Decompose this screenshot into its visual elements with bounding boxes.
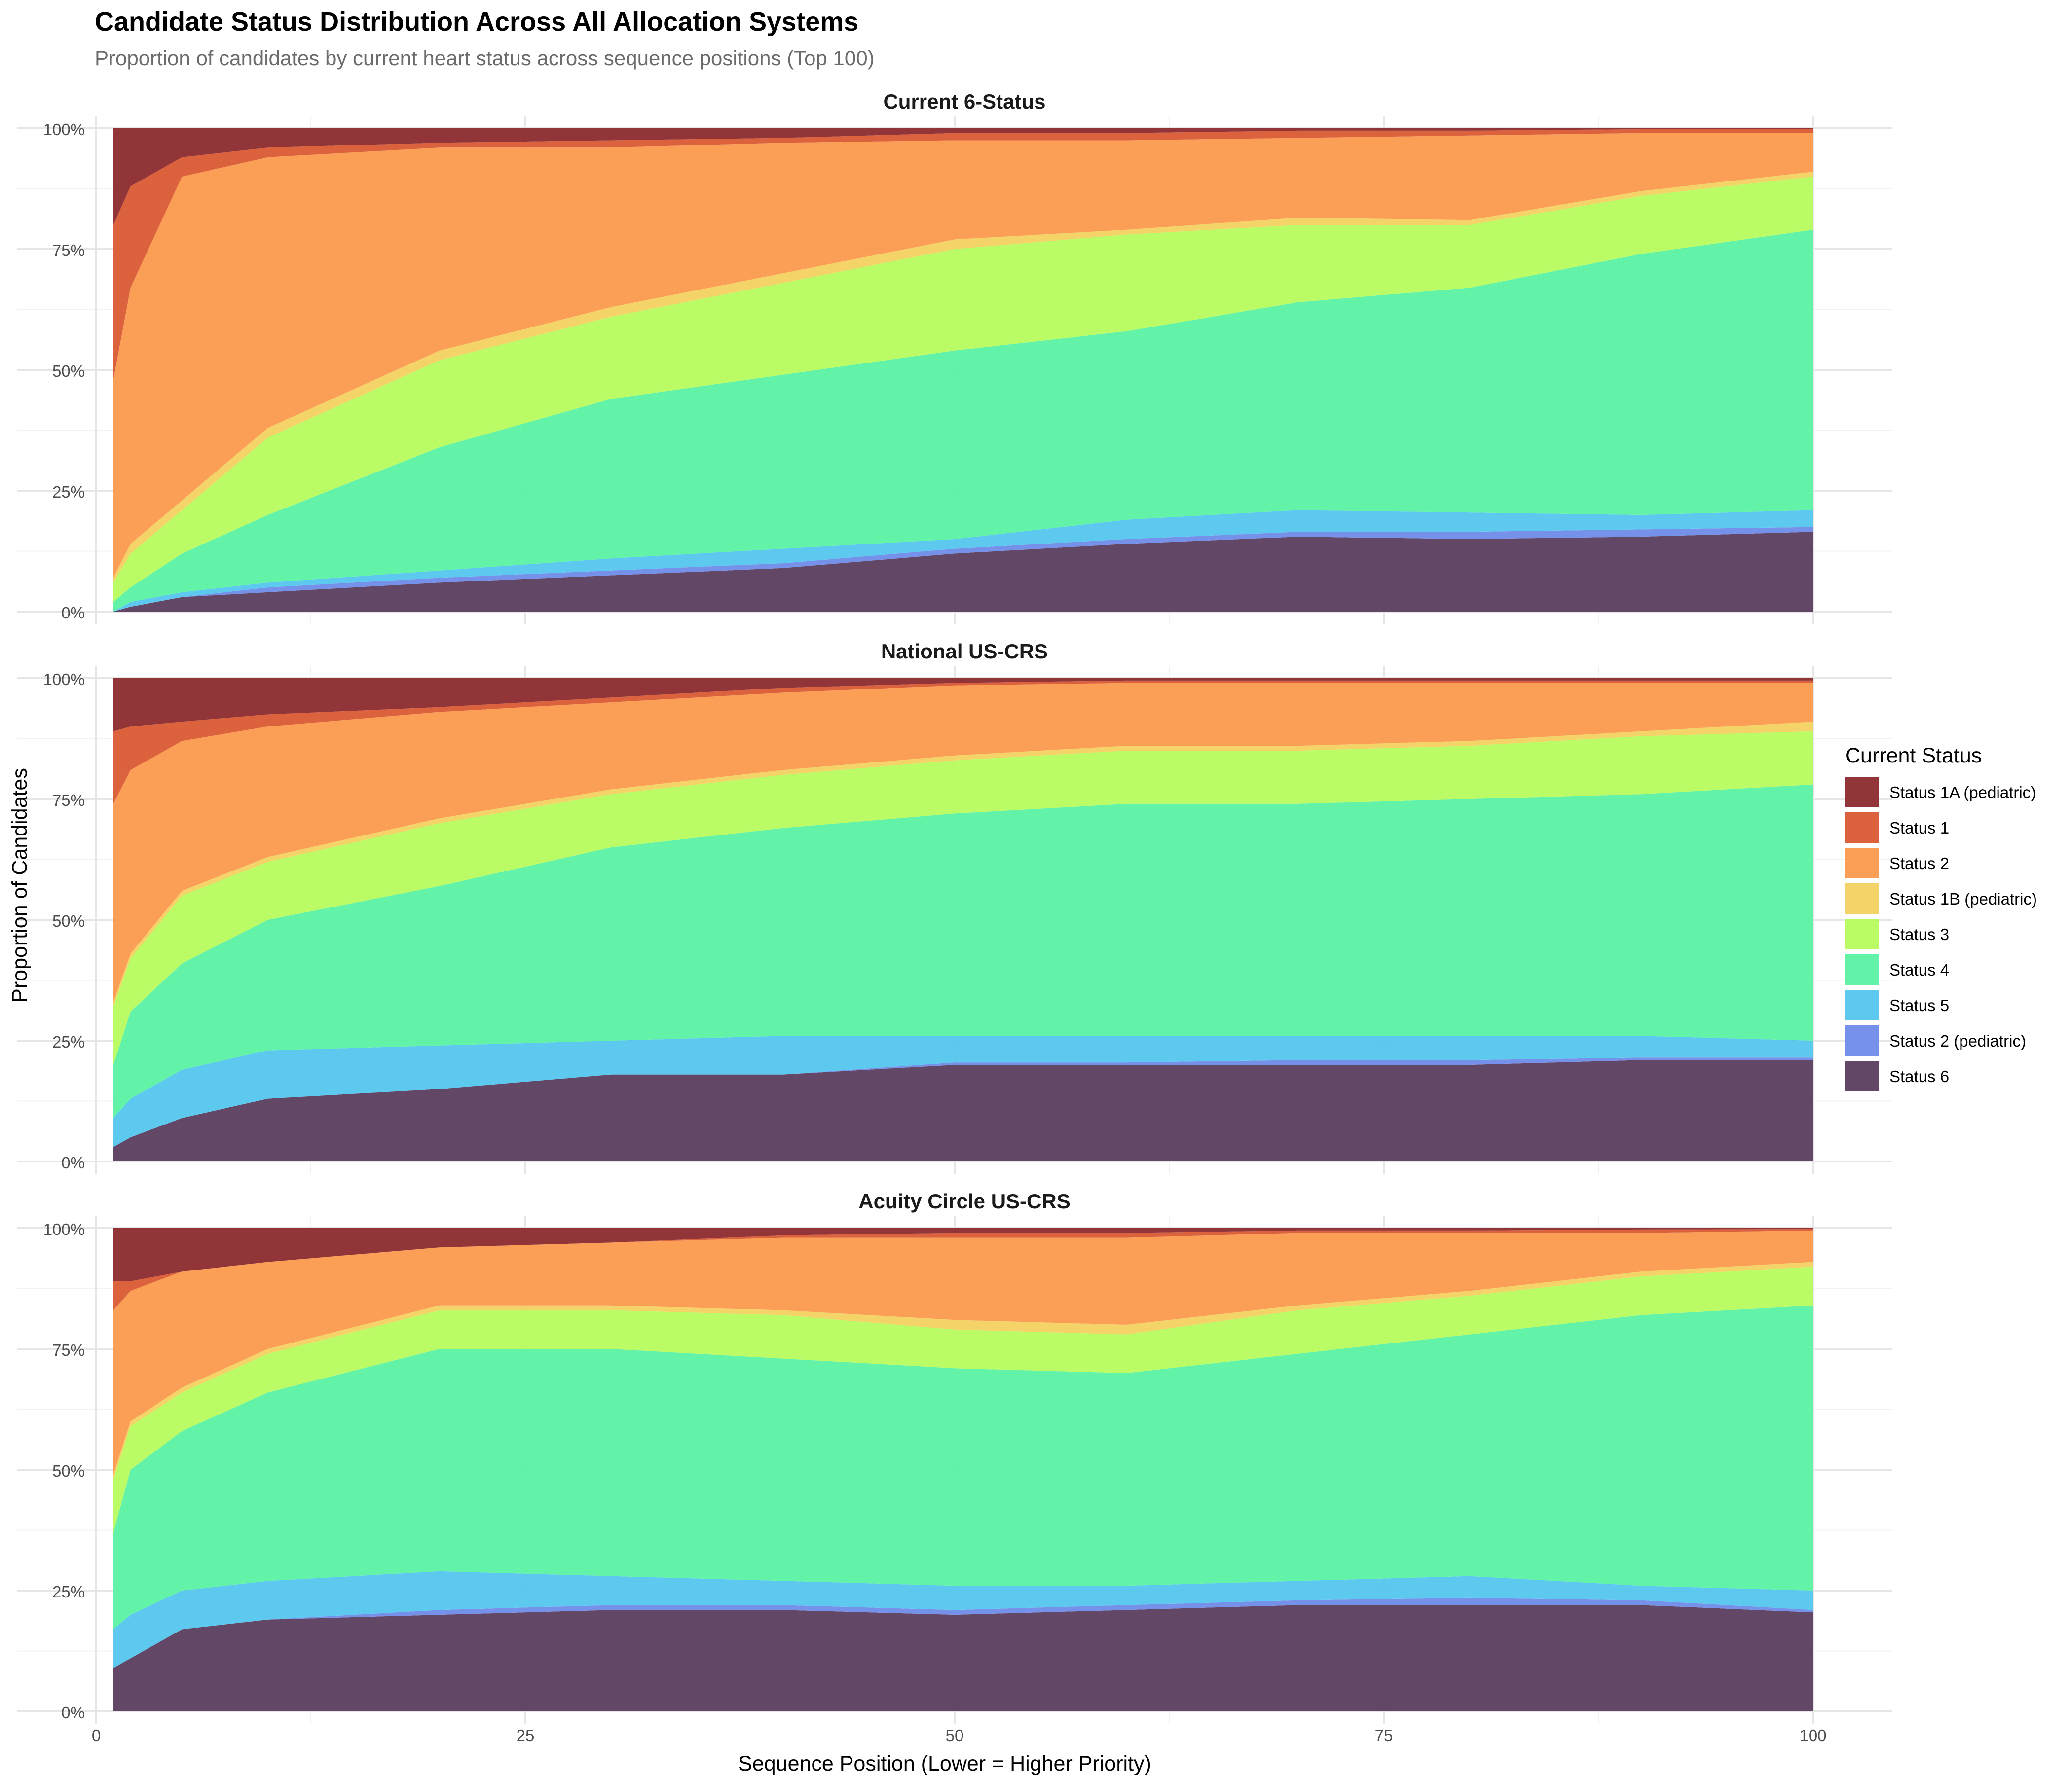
legend-label: Status 2 — [1889, 854, 1949, 872]
legend-swatch — [1845, 1061, 1879, 1091]
area-status-1 — [113, 129, 1813, 380]
y-tick-label: 75% — [52, 241, 85, 259]
area-status-1a-pediatric — [113, 128, 1813, 225]
area-status-3 — [113, 177, 1813, 602]
legend-label: Status 1 — [1889, 819, 1949, 837]
legend-item-status-6: Status 6 — [1845, 1061, 1949, 1091]
legend-item-status-1a-pediatric: Status 1A (pediatric) — [1845, 777, 2036, 807]
legend-label: Status 2 (pediatric) — [1889, 1032, 2026, 1050]
y-tick-label: 25% — [52, 1583, 85, 1601]
legend-title: Current Status — [1845, 744, 1982, 767]
y-tick-label: 100% — [43, 120, 85, 139]
legend-items: Status 1A (pediatric) Status 1 Status 2 Sta… — [1845, 777, 2037, 1091]
y-tick-label: 50% — [52, 912, 85, 930]
legend-swatch — [1845, 919, 1879, 949]
x-tick-label: 75 — [1375, 1726, 1393, 1744]
y-tick-label: 25% — [52, 1033, 85, 1051]
legend-label: Status 6 — [1889, 1067, 1949, 1086]
x-tick-label: 50 — [946, 1726, 964, 1744]
area-status-2 — [113, 1230, 1813, 1475]
area-status-5 — [113, 1571, 1813, 1668]
area-status-2-pediatric — [113, 1597, 1813, 1668]
legend-label: Status 4 — [1889, 961, 1949, 979]
y-tick-label: 0% — [61, 1704, 85, 1722]
area-status-3 — [113, 1267, 1813, 1533]
legend-swatch — [1845, 812, 1879, 843]
y-tick-label: 50% — [52, 1462, 85, 1480]
panel-title: National US-CRS — [881, 640, 1048, 663]
legend-item-status-4: Status 4 — [1845, 954, 1949, 985]
area-status-3 — [113, 731, 1813, 1065]
legend: Current Status Status 1A (pediatric)Stat… — [1845, 744, 2037, 1091]
y-tick-label: 0% — [61, 1154, 85, 1172]
area-status-1a-pediatric — [113, 678, 1813, 731]
area-series-group — [113, 678, 1813, 1161]
y-tick-label: 0% — [61, 604, 85, 622]
legend-item-status-5: Status 5 — [1845, 990, 1949, 1020]
area-status-4 — [113, 784, 1813, 1118]
area-status-5 — [113, 510, 1813, 612]
x-tick-label: 25 — [517, 1726, 535, 1744]
legend-swatch — [1845, 990, 1879, 1020]
legend-item-status-2: Status 2 — [1845, 848, 1949, 878]
area-status-6 — [113, 1060, 1813, 1161]
area-status-5 — [113, 1036, 1813, 1147]
panel-title: Acuity Circle US-CRS — [858, 1190, 1070, 1213]
panel-current-6-status: Current 6-Status 0% 25% 50% 75% 100% — [17, 90, 1892, 624]
legend-item-status-3: Status 3 — [1845, 919, 1949, 949]
legend-label: Status 5 — [1889, 996, 1949, 1015]
area-status-4 — [113, 1305, 1813, 1630]
y-tick-label: 25% — [52, 483, 85, 501]
legend-label: Status 1B (pediatric) — [1889, 890, 2037, 908]
legend-item-status-2-pediatric: Status 2 (pediatric) — [1845, 1025, 2026, 1056]
x-axis-label: Sequence Position (Lower = Higher Priori… — [738, 1752, 1151, 1776]
area-status-2 — [113, 133, 1813, 578]
legend-swatch — [1845, 777, 1879, 807]
y-tick-label: 75% — [52, 1341, 85, 1359]
x-tick-label: 100 — [1799, 1726, 1826, 1744]
area-status-2-pediatric — [113, 527, 1813, 612]
area-status-1a-pediatric — [113, 1228, 1813, 1281]
area-status-2 — [113, 683, 1813, 1002]
legend-item-status-1b-pediatric: Status 1B (pediatric) — [1845, 883, 2037, 914]
area-status-4 — [113, 229, 1813, 612]
y-axis-label: Proportion of Candidates — [8, 768, 32, 1003]
legend-swatch — [1845, 954, 1879, 985]
panel-national-us-crs: National US-CRS 0% 25% 50% 75% 100% — [17, 640, 1892, 1174]
area-series-group — [113, 128, 1813, 612]
y-tick-label: 100% — [43, 1220, 85, 1238]
legend-swatch — [1845, 1025, 1879, 1056]
axes-layer: 0 25 50 75 100 — [92, 1726, 1827, 1744]
y-tick-label: 75% — [52, 791, 85, 809]
area-status-6 — [113, 1605, 1813, 1711]
area-series-group — [113, 1228, 1813, 1711]
panels-layer: Current 6-Status0%25%50%75%100%National … — [17, 90, 1892, 1724]
legend-swatch — [1845, 848, 1879, 878]
legend-swatch — [1845, 883, 1879, 914]
panel-acuity-circle-us-crs: Acuity Circle US-CRS 0% 25% 50% 75% 100% — [17, 1190, 1892, 1724]
area-status-6 — [113, 532, 1813, 612]
y-tick-label: 50% — [52, 362, 85, 380]
chart-title: Candidate Status Distribution Across All… — [95, 7, 858, 36]
x-tick-label: 0 — [92, 1726, 101, 1744]
legend-label: Status 3 — [1889, 925, 1949, 943]
y-tick-label: 100% — [43, 670, 85, 689]
legend-item-status-1: Status 1 — [1845, 812, 1949, 843]
legend-label: Status 1A (pediatric) — [1889, 783, 2036, 801]
panel-title: Current 6-Status — [883, 90, 1045, 113]
chart-subtitle: Proportion of candidates by current hear… — [95, 46, 875, 70]
